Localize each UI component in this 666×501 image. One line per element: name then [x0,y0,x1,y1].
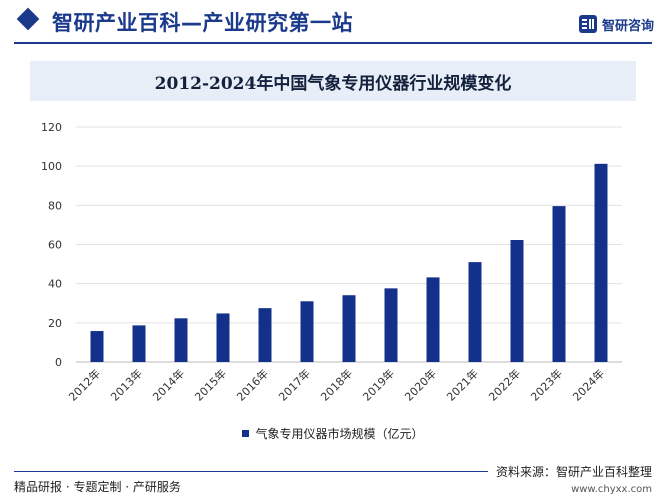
bar [468,262,482,362]
x-tick-label: 2017年 [276,366,313,403]
legend-swatch [242,429,250,437]
x-tick-label: 2024年 [570,366,607,403]
x-tick-label: 2014年 [150,366,187,403]
bar [90,331,104,362]
bar [258,308,272,362]
x-tick-label: 2023年 [528,366,565,403]
bar [300,301,314,362]
footer-source: 资料来源：智研产业百科整理 [487,463,652,480]
x-tick-label: 2015年 [192,366,229,403]
header: 智研产业百科—产业研究第一站 智研咨询 [0,0,666,46]
bar [174,318,188,362]
legend: 气象专用仪器市场规模（亿元） [0,424,666,442]
y-tick-label: 60 [48,239,62,252]
x-tick-label: 2020年 [402,366,439,403]
x-tick-label: 2019年 [360,366,397,403]
x-tick-label: 2013年 [108,366,145,403]
chart-title-band: 2012-2024年中国气象专用仪器行业规模变化 [30,61,636,101]
y-tick-label: 0 [55,356,62,369]
footer-services: 精品研报 · 专题定制 · 产研服务 [14,480,181,494]
x-tick-label: 2016年 [234,366,271,403]
bar [216,313,230,362]
y-tick-label: 20 [48,317,62,330]
brand-logo-icon [578,15,597,33]
bar [132,325,146,362]
y-tick-label: 80 [48,199,62,212]
brand: 智研咨询 [578,14,654,34]
y-tick-label: 100 [41,160,62,173]
x-tick-label: 2018年 [318,366,355,403]
header-title: 智研产业百科—产业研究第一站 [52,11,353,35]
header-divider [14,42,652,44]
x-tick-label: 2021年 [444,366,481,403]
bar [594,163,608,362]
x-tick-label: 2022年 [486,366,523,403]
chart-title: 2012-2024年中国气象专用仪器行业规模变化 [154,73,512,94]
y-tick-label: 40 [48,278,62,291]
x-tick-label: 2012年 [66,366,103,403]
bar [510,239,524,362]
legend-label: 气象专用仪器市场规模（亿元） [255,426,424,441]
bar [384,288,398,362]
footer-divider [14,471,652,472]
bar [426,277,440,362]
footer-url: www.chyxx.com [571,484,652,495]
bar [342,295,356,362]
bar [552,206,566,362]
y-tick-label: 120 [41,121,62,134]
brand-name: 智研咨询 [601,18,654,34]
